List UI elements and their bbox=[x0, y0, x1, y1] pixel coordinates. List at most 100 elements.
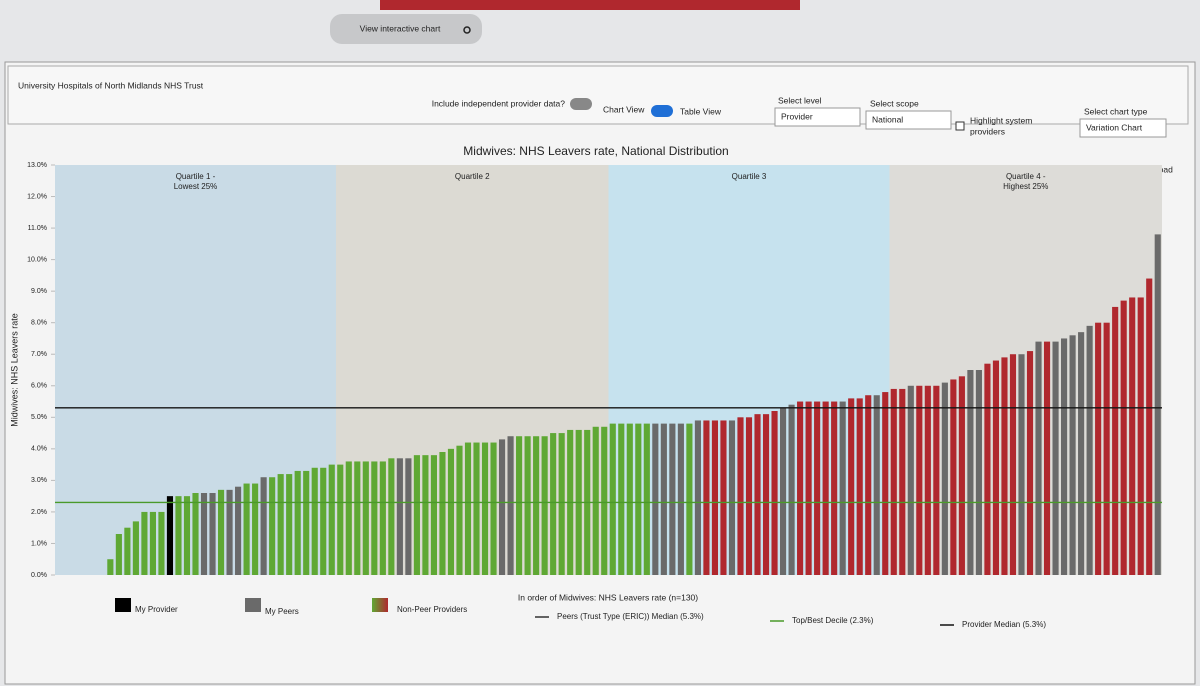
bar bbox=[873, 395, 880, 575]
highlight-label-1: Highlight system bbox=[970, 115, 1032, 125]
bar bbox=[916, 385, 923, 575]
bar bbox=[243, 483, 250, 575]
chart-type-select[interactable] bbox=[1079, 118, 1167, 138]
view-interactive-button[interactable] bbox=[330, 14, 482, 44]
button-label: View interactive chart bbox=[360, 23, 441, 33]
bar bbox=[660, 423, 667, 575]
level-select[interactable] bbox=[774, 107, 861, 127]
quartile-label: Quartile 3 bbox=[732, 172, 767, 181]
legend-swatch bbox=[115, 598, 131, 612]
bar bbox=[405, 458, 412, 575]
previous-chart-edge bbox=[380, 0, 800, 10]
bar bbox=[430, 455, 438, 575]
chart-type-value: Variation Chart bbox=[1086, 122, 1143, 132]
y-tick-label: 8.0% bbox=[31, 320, 47, 327]
quartile-label: Quartile 4 - bbox=[1006, 172, 1046, 181]
legend-label: My Peers bbox=[265, 607, 299, 616]
bar bbox=[669, 423, 676, 575]
bar bbox=[217, 489, 225, 575]
bar bbox=[941, 382, 948, 575]
bar bbox=[516, 436, 523, 575]
bar bbox=[550, 433, 557, 575]
bar bbox=[115, 534, 122, 575]
bar bbox=[1154, 234, 1161, 575]
highlight-checkbox[interactable] bbox=[955, 121, 965, 131]
y-tick-label: 1.0% bbox=[31, 540, 47, 547]
bar bbox=[754, 414, 761, 575]
legend-swatch bbox=[245, 598, 261, 612]
bar bbox=[286, 474, 293, 575]
bar bbox=[1026, 351, 1034, 575]
bar bbox=[149, 511, 156, 575]
bar bbox=[1129, 297, 1136, 575]
bar bbox=[362, 461, 369, 575]
bar bbox=[1120, 300, 1127, 575]
bar bbox=[260, 477, 267, 575]
bar bbox=[967, 370, 974, 575]
bar bbox=[396, 458, 403, 575]
legend-label: Non-Peer Providers bbox=[397, 605, 467, 614]
bar bbox=[609, 423, 616, 575]
independent-label: Include independent provider data? bbox=[432, 98, 566, 108]
bar bbox=[805, 401, 812, 575]
bar bbox=[388, 458, 395, 575]
chart-type-label: Select chart type bbox=[1084, 106, 1148, 116]
bar bbox=[737, 417, 744, 575]
bar bbox=[464, 442, 472, 575]
scope-select[interactable] bbox=[865, 110, 952, 130]
bar bbox=[371, 461, 378, 575]
bar bbox=[694, 420, 701, 575]
bar bbox=[958, 376, 965, 575]
chart-title: Midwives: NHS Leavers rate, National Dis… bbox=[463, 144, 728, 158]
bar bbox=[337, 464, 344, 575]
bar bbox=[643, 423, 650, 575]
independent-toggle[interactable] bbox=[570, 98, 592, 110]
y-tick-label: 13.0% bbox=[27, 162, 47, 169]
bar bbox=[1001, 357, 1008, 575]
bar bbox=[652, 423, 659, 575]
bar bbox=[413, 455, 420, 575]
bar bbox=[1103, 322, 1110, 575]
bar bbox=[797, 401, 804, 575]
org-name: University Hospitals of North Midlands N… bbox=[18, 80, 204, 90]
bar bbox=[328, 464, 335, 575]
bar bbox=[839, 401, 846, 575]
y-tick-label: 11.0% bbox=[28, 225, 47, 232]
bar bbox=[490, 442, 497, 575]
y-tick-label: 4.0% bbox=[31, 446, 47, 453]
eye-icon bbox=[463, 26, 471, 34]
bar bbox=[1086, 325, 1093, 575]
bar bbox=[814, 401, 821, 575]
bar bbox=[524, 436, 531, 575]
bar bbox=[277, 474, 284, 575]
bar bbox=[992, 360, 1000, 575]
highlight-label-2: providers bbox=[970, 126, 1005, 136]
legend-swatch bbox=[372, 598, 388, 612]
bar bbox=[447, 448, 455, 575]
bar bbox=[183, 496, 191, 575]
bar bbox=[1078, 332, 1085, 575]
y-axis-label: Midwives: NHS Leavers rate bbox=[9, 313, 19, 427]
bar bbox=[294, 470, 301, 575]
quartile-label: Highest 25% bbox=[1003, 182, 1048, 191]
bar bbox=[720, 420, 727, 575]
bar bbox=[745, 417, 753, 575]
bar bbox=[481, 442, 489, 575]
bar bbox=[200, 493, 208, 575]
bar bbox=[924, 385, 931, 575]
y-tick-label: 3.0% bbox=[31, 477, 47, 484]
bar bbox=[235, 486, 242, 575]
bar bbox=[933, 385, 940, 575]
chart-view-label: Chart View bbox=[603, 104, 645, 114]
bar bbox=[788, 404, 795, 575]
bar bbox=[226, 489, 233, 575]
bar bbox=[107, 559, 114, 575]
view-toggle[interactable] bbox=[651, 105, 673, 117]
y-tick-label: 9.0% bbox=[31, 288, 47, 295]
y-tick-label: 0.0% bbox=[31, 572, 47, 579]
bar bbox=[507, 436, 514, 575]
bar bbox=[1035, 341, 1042, 575]
quartile-label: Quartile 2 bbox=[455, 172, 490, 181]
bar bbox=[558, 433, 565, 575]
bar bbox=[950, 379, 957, 575]
